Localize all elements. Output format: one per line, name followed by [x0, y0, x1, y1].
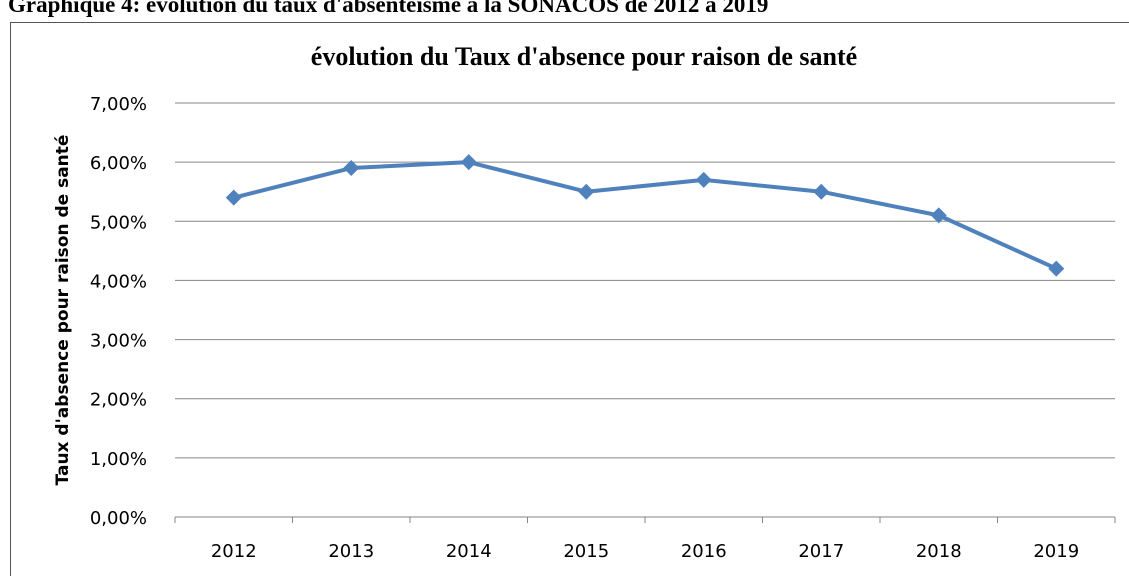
chart-title: évolution du Taux d'absence pour raison … — [311, 42, 857, 71]
y-tick-label: 4,00% — [90, 271, 147, 292]
marker — [930, 207, 947, 224]
marker — [695, 171, 712, 188]
marker — [343, 160, 360, 177]
y-tick-label: 6,00% — [90, 153, 147, 174]
marker — [813, 183, 830, 200]
x-tick-label: 2019 — [1033, 541, 1079, 562]
chart-frame — [10, 22, 1129, 576]
x-tick-label: 2014 — [446, 541, 492, 562]
x-tick-label: 2018 — [916, 541, 962, 562]
y-tick-label: 3,00% — [90, 331, 147, 352]
marker — [460, 154, 477, 171]
x-tick-label: 2016 — [681, 541, 727, 562]
marker — [225, 189, 242, 206]
y-tick-label: 7,00% — [90, 94, 147, 115]
x-tick-label: 2012 — [211, 541, 257, 562]
marker — [578, 183, 595, 200]
y-axis-label: Taux d'absence pour raison de santé — [53, 135, 73, 486]
x-tick-label: 2013 — [328, 541, 374, 562]
y-tick-label: 1,00% — [90, 449, 147, 470]
marker — [1048, 260, 1065, 277]
x-tick-label: 2017 — [798, 541, 844, 562]
line-series — [233, 160, 1058, 271]
x-tick-label: 2015 — [563, 541, 609, 562]
y-tick-label: 5,00% — [90, 212, 147, 233]
y-tick-label: 0,00% — [90, 508, 147, 529]
y-tick-label: 2,00% — [90, 390, 147, 411]
page-heading: Graphique 4: évolution du taux d'absenté… — [8, 0, 768, 17]
